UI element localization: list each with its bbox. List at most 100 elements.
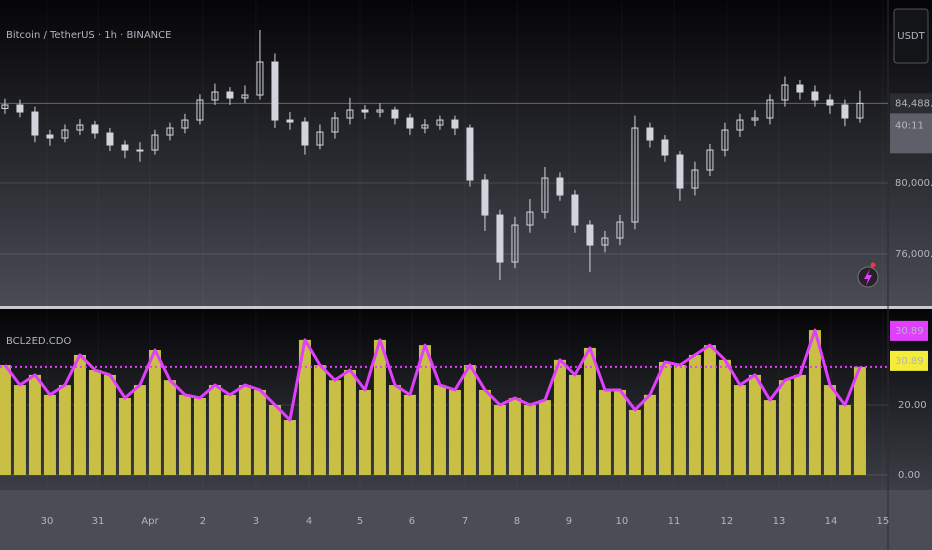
bolt	[864, 269, 872, 286]
candle-body	[346, 109, 354, 119]
candle-body	[76, 124, 84, 131]
countdown-label: 40:11	[895, 120, 924, 131]
histogram-bar	[73, 354, 86, 475]
indicator-title: BCL2ED.CDO	[6, 336, 71, 347]
candle-body	[376, 109, 384, 113]
candle-body	[166, 127, 174, 136]
x-tick-label: 14	[825, 516, 838, 527]
candle-body	[406, 117, 414, 129]
countdown-box	[890, 113, 932, 154]
candle-body	[556, 177, 564, 196]
histogram-bar	[808, 330, 821, 475]
histogram-bar	[328, 380, 341, 475]
histogram-bar	[583, 347, 596, 475]
candle-body	[796, 84, 804, 93]
histogram-bar	[253, 389, 266, 475]
histogram-bar	[0, 365, 11, 475]
histogram-bar	[358, 389, 371, 475]
histogram-bar	[28, 374, 41, 475]
histogram-bar	[763, 400, 776, 475]
histogram-bar	[778, 380, 791, 475]
candle-body	[601, 237, 609, 246]
y-tick-label: 80,000.00	[895, 178, 932, 189]
candle-body	[1, 104, 9, 109]
histogram-bar	[313, 365, 326, 475]
candle-body	[691, 169, 699, 189]
histogram-bar	[433, 385, 446, 475]
x-tick-label: 30	[41, 516, 54, 527]
x-tick-label: 10	[616, 516, 629, 527]
candle-body	[646, 127, 654, 141]
histogram-bar	[283, 420, 296, 475]
value-box-bar	[890, 350, 928, 371]
y-tick-label: 76,000.00	[895, 249, 932, 260]
histogram-bar	[718, 359, 731, 475]
candle-body	[586, 224, 594, 246]
candle-body	[661, 139, 669, 156]
candle-body	[106, 132, 114, 146]
candle-body	[781, 84, 789, 101]
candle-body	[31, 111, 39, 136]
x-tick-label: 9	[566, 516, 572, 527]
candle-body	[316, 131, 324, 146]
price-label-box	[890, 93, 932, 114]
histogram-bar	[88, 369, 101, 475]
candle-body	[736, 119, 744, 131]
candle-body	[811, 91, 819, 101]
histogram-bar	[688, 354, 701, 475]
x-tick-label: 4	[306, 516, 312, 527]
candle-body	[571, 194, 579, 226]
last-value-bar-label: 30.89	[895, 356, 924, 367]
plot-layer: 30 31 Apr 2 3 4 5 6 7 8 9 10 11 12 13 14 15 76,000.00 80,0…	[0, 0, 932, 527]
candle-body	[301, 121, 309, 146]
candle-body	[526, 211, 534, 226]
candle-body	[496, 214, 504, 263]
x-tick-label: 12	[721, 516, 734, 527]
histogram-bar	[493, 404, 506, 475]
candle-body	[361, 109, 369, 113]
histogram-bar	[838, 404, 851, 475]
x-tick-label: 3	[253, 516, 259, 527]
x-tick-label: 5	[357, 516, 363, 527]
histogram-bar	[193, 397, 206, 475]
candle-body	[121, 144, 129, 151]
candle-body	[331, 117, 339, 133]
x-tick-label: 11	[668, 516, 681, 527]
candle-body	[631, 127, 639, 223]
histogram-bar	[568, 374, 581, 475]
candle-body	[91, 124, 99, 134]
histogram-bar	[793, 374, 806, 475]
candle-body	[436, 119, 444, 126]
currency-label: USDT	[897, 31, 925, 42]
last-value-line-label: 30.89	[895, 326, 924, 337]
currency-button[interactable]	[893, 8, 929, 64]
candle-body	[721, 129, 729, 151]
histogram-bar	[538, 400, 551, 475]
histogram-bar	[673, 365, 686, 475]
histogram-bar	[373, 339, 386, 475]
candle-body	[856, 102, 864, 119]
x-tick-label: 13	[773, 516, 786, 527]
candle-body	[241, 94, 249, 99]
histogram-bar	[178, 394, 191, 475]
y-tick-label: 0.00	[898, 470, 920, 481]
histogram-bar	[133, 385, 146, 475]
candle-body	[766, 99, 774, 119]
candle-body	[286, 119, 294, 123]
candle-body	[391, 109, 399, 119]
histogram-bar	[13, 385, 26, 475]
candle-body	[271, 61, 279, 121]
histogram-bar	[523, 404, 536, 475]
candle-body	[466, 127, 474, 181]
histogram-bar	[208, 385, 221, 475]
value-box-line	[890, 320, 928, 341]
histogram-bar	[223, 394, 236, 475]
histogram-bar	[613, 389, 626, 475]
histogram-bar	[853, 366, 866, 475]
histogram-bar	[388, 385, 401, 475]
histogram-bar	[658, 361, 671, 475]
candle-body	[151, 134, 159, 151]
y-tick-label: 20.00	[898, 400, 927, 411]
candle-body	[481, 179, 489, 216]
